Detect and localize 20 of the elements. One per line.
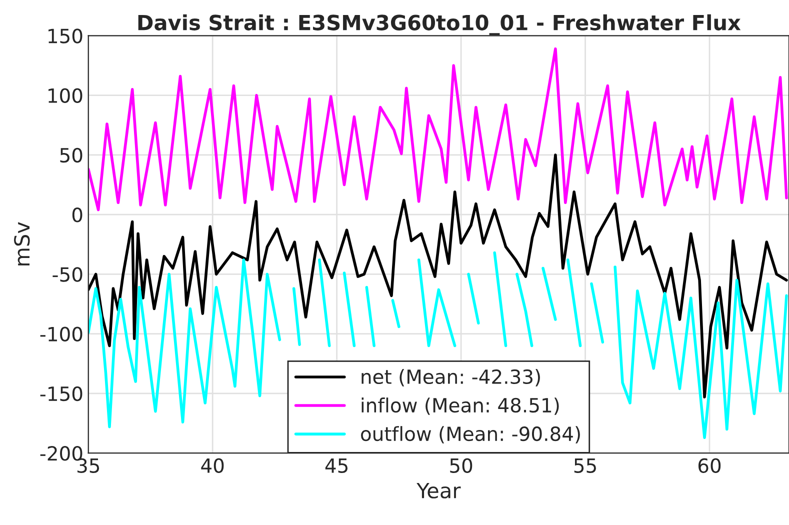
- y-axis-title: mSv: [14, 222, 30, 266]
- y-tick-label: -100: [40, 326, 82, 342]
- y-tick-label: 100: [48, 88, 82, 103]
- legend-label: net (Mean: -42.33): [362, 369, 540, 386]
- chart-title: Davis Strait : E3SMv3G60to10_01 - Freshwater Flux: [138, 14, 741, 36]
- line-series: [88, 154, 788, 398]
- line-series: [88, 47, 788, 212]
- legend-label: outflow (Mean: -90.84): [361, 426, 580, 444]
- x-tick-label: 40: [201, 458, 224, 473]
- y-tick-label: 0: [72, 208, 82, 222]
- y-tick-label: 150: [48, 28, 82, 44]
- x-tick-label: 45: [325, 458, 348, 473]
- y-tick-label: -150: [40, 386, 82, 402]
- x-tick-label: 50: [450, 458, 472, 473]
- legend-label: inflow (Mean: 48.51): [362, 398, 559, 415]
- x-tick-label: 60: [698, 458, 721, 473]
- x-tick-label: 55: [574, 458, 596, 473]
- x-axis-title: Year: [416, 482, 461, 498]
- y-tick-label: -50: [52, 267, 82, 282]
- y-tick-label: 50: [60, 148, 82, 163]
